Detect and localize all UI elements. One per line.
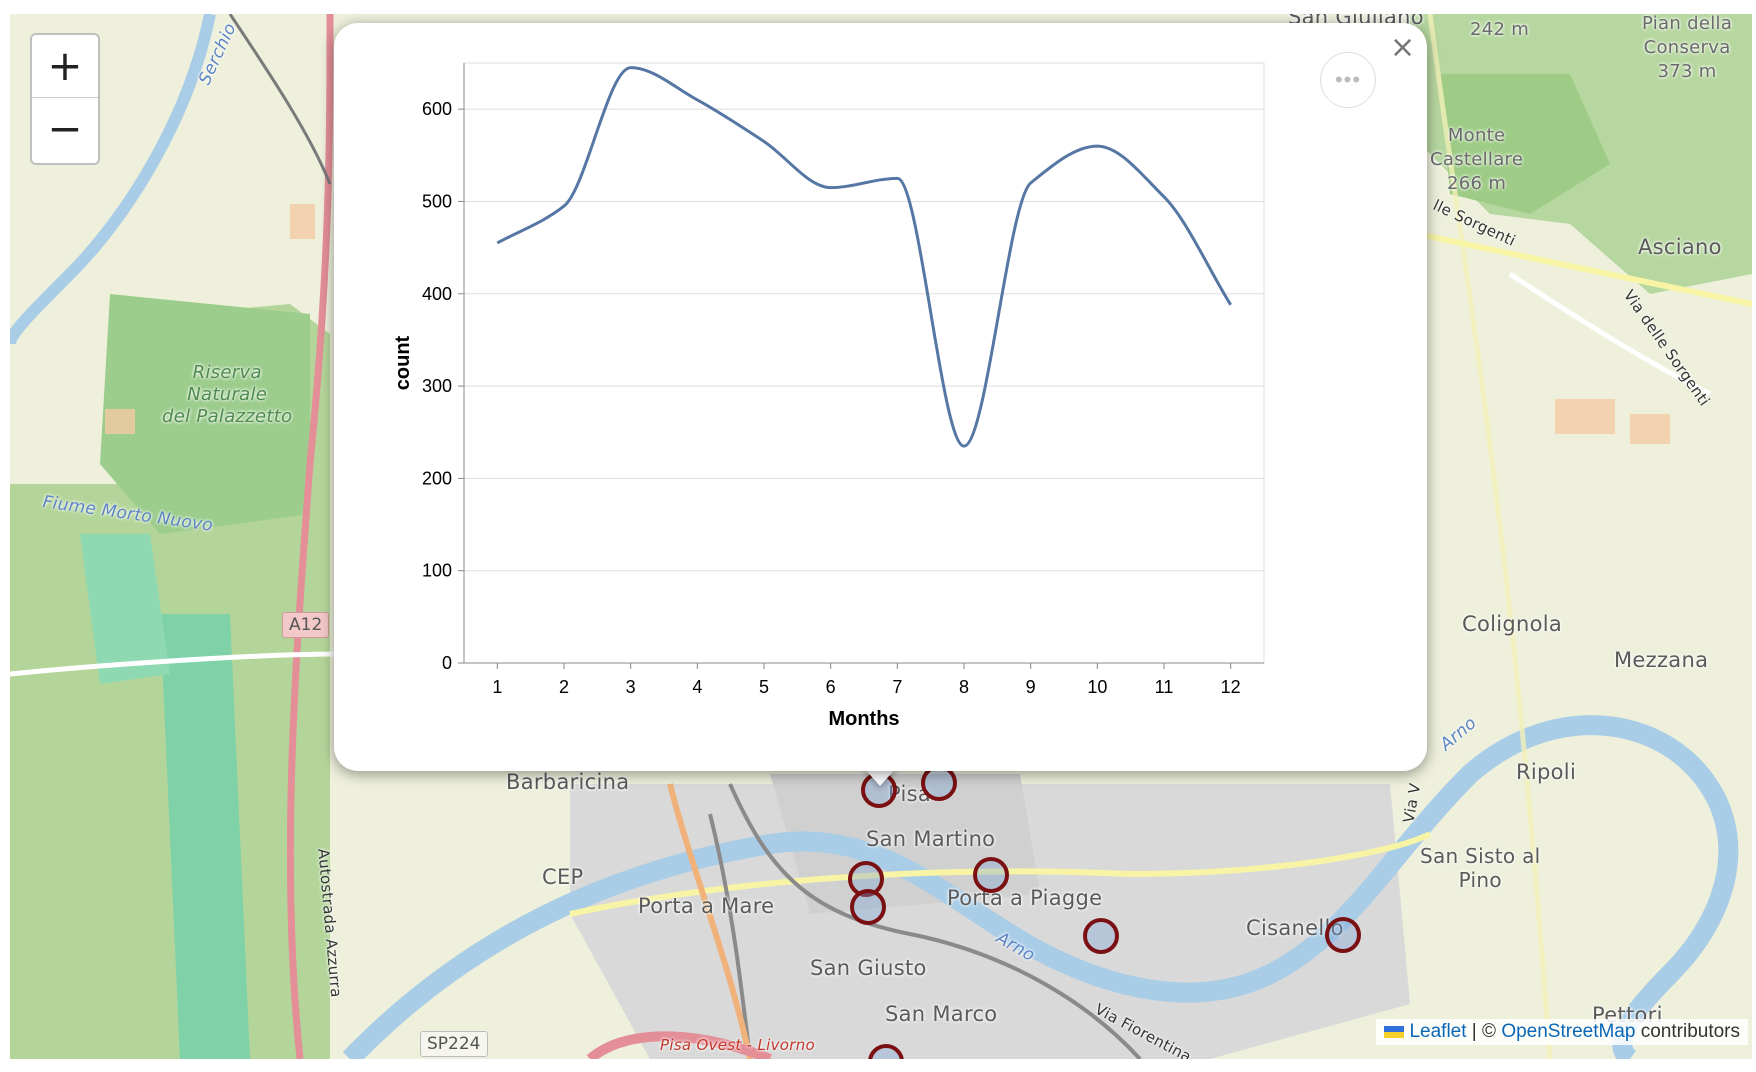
map-marker[interactable] [1325,917,1361,953]
data-point [694,97,700,103]
place-label-san-giusto: San Giusto [810,956,927,980]
place-label-barbaricina: Barbaricina [506,770,630,794]
peak-label-monte-castellare: Monte Castellare 266 m [1430,125,1524,194]
attribution-separator: | © [1466,1021,1502,1042]
data-point [494,240,500,246]
x-tick-label: 2 [559,677,569,697]
y-axis-title: count [392,335,414,390]
y-tick-label: 100 [422,561,452,581]
place-label-ripoli: Ripoli [1516,760,1577,784]
map-marker[interactable] [1083,918,1119,954]
popup-close-button[interactable]: × [1390,30,1416,65]
x-tick-label: 4 [692,677,702,697]
zoom-control: + − [30,33,100,165]
zoom-in-button[interactable]: + [47,41,83,90]
park-label-riserva: Riserva Naturale del Palazzetto [162,362,293,427]
data-point [828,185,834,191]
y-tick-label: 0 [442,653,452,673]
place-label-porta-a-mare: Porta a Mare [638,894,775,918]
y-tick-label: 500 [422,191,452,211]
peak-label-pian-della-conserva: Pian della Conserva 373 m [1642,14,1733,82]
map-marker[interactable] [921,765,957,801]
place-label-cep: CEP [542,865,584,889]
y-tick-label: 200 [422,468,452,488]
x-tick-label: 6 [826,677,836,697]
place-label-porta-a-piagge: Porta a Piagge [947,886,1103,910]
data-point [1228,302,1234,308]
place-label-san-martino: San Martino [866,827,996,851]
chart-actions-button[interactable]: ••• [1320,52,1376,108]
elevation-label: 242 m [1470,19,1530,40]
place-label-mezzana: Mezzana [1614,648,1709,672]
data-point [894,175,900,181]
data-point [628,65,634,71]
plot-area-frame [463,62,1265,664]
openstreetmap-link[interactable]: OpenStreetMap [1501,1021,1636,1042]
road-shield-sp224: SP224 [420,1031,488,1057]
leaflet-link[interactable]: Leaflet [1409,1021,1467,1042]
x-tick-label: 8 [959,677,969,697]
map-marker[interactable] [973,857,1009,893]
map-marker[interactable] [850,889,886,925]
data-point [1028,180,1034,186]
place-label-san-marco: San Marco [885,1002,998,1026]
y-tick-label: 600 [422,99,452,119]
data-point [961,443,967,449]
data-point [1161,194,1167,200]
y-tick-label: 300 [422,376,452,396]
popup-tip [862,766,898,786]
x-tick-label: 5 [759,677,769,697]
data-point [761,138,767,144]
series-line [496,66,1232,448]
x-tick-label: 7 [892,677,902,697]
chart-popup [334,23,1427,771]
ukraine-flag-icon [1384,1025,1405,1038]
attribution-suffix: contributors [1635,1021,1740,1042]
x-tick-label: 12 [1221,677,1241,697]
highway-shield-a12: A12 [282,612,330,638]
data-point [561,203,567,209]
place-label-asciano: Asciano [1638,235,1722,259]
x-tick-label: 10 [1087,677,1107,697]
map-attribution: Leaflet | © OpenStreetMap contributors [1376,1019,1748,1045]
x-axis-title: Months [828,708,899,730]
x-tick-label: 9 [1026,677,1036,697]
y-tick-label: 400 [422,284,452,304]
place-label-san-sisto: San Sisto al Pino [1420,844,1541,892]
zoom-out-button[interactable]: − [32,97,98,160]
road-label-pisa-ovest: Pisa Ovest - Livorno [660,1036,815,1054]
x-tick-label: 11 [1155,677,1174,697]
x-tick-label: 3 [626,677,636,697]
data-point [1094,143,1100,149]
x-tick-label: 1 [492,677,502,697]
place-label-colignola: Colignola [1462,612,1563,636]
